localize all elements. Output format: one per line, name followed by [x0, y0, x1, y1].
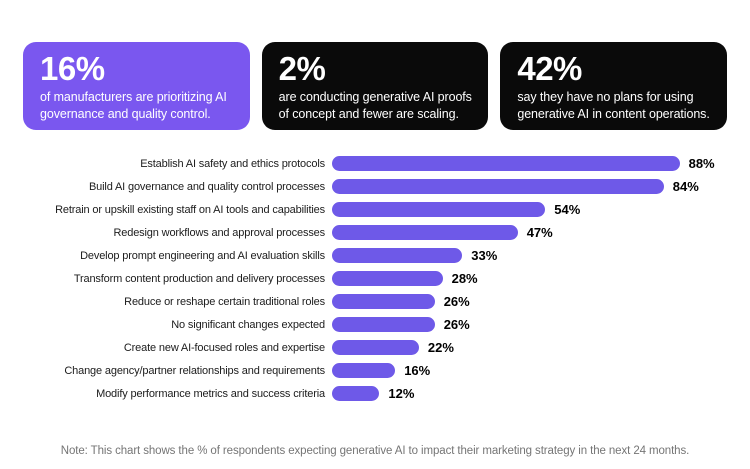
category-label: No significant changes expected [171, 318, 325, 331]
value-label: 47% [526, 225, 553, 240]
bar-track: 16% [332, 363, 430, 378]
bar-track: 28% [332, 271, 478, 286]
bar-track: 54% [332, 202, 580, 217]
value-label: 28% [451, 271, 478, 286]
stat-card-proofs-of-concept: 2% are conducting generative AI proofs o… [261, 42, 489, 130]
bar-track: 26% [332, 317, 470, 332]
bar-track: 12% [332, 386, 414, 401]
value-label: 54% [554, 202, 581, 217]
horizontal-bar-chart: Establish AI safety and ethics protocols… [0, 152, 750, 405]
chart-row: No significant changes expected 26% [0, 313, 750, 336]
stat-description-line: generative AI in content operations. [517, 107, 710, 121]
category-label: Retrain or upskill existing staff on AI … [55, 203, 325, 216]
bar [332, 340, 419, 355]
bar [332, 202, 546, 217]
stat-description: are conducting generative AI proofs of c… [279, 89, 481, 123]
chart-footnote: Note: This chart shows the % of responde… [60, 445, 690, 457]
bar [332, 317, 435, 332]
category-label: Reduce or reshape certain traditional ro… [124, 295, 325, 308]
stat-cards-row: 16% of manufacturers are prioritizing AI… [0, 0, 750, 130]
value-label: 33% [471, 248, 498, 263]
category-label: Change agency/partner relationships and … [64, 364, 325, 377]
stat-description-line: governance and quality control. [40, 107, 211, 121]
category-label: Modify performance metrics and success c… [96, 387, 325, 400]
stat-description-line: of manufacturers are prioritizing AI [40, 90, 227, 104]
bar-track: 47% [332, 225, 553, 240]
bar [332, 179, 664, 194]
stat-value: 42% [517, 50, 582, 87]
bar [332, 271, 443, 286]
value-label: 84% [672, 179, 699, 194]
chart-row: Change agency/partner relationships and … [0, 359, 750, 382]
chart-rows: Establish AI safety and ethics protocols… [0, 152, 750, 405]
value-label: 22% [427, 340, 454, 355]
bar-track: 88% [332, 156, 715, 171]
category-label: Create new AI-focused roles and expertis… [123, 341, 325, 354]
category-label: Establish AI safety and ethics protocols [140, 157, 325, 170]
stat-description-line: say they have no plans for using [517, 90, 694, 104]
chart-row: Develop prompt engineering and AI evalua… [0, 244, 750, 267]
bar-track: 84% [332, 179, 699, 194]
category-label: Develop prompt engineering and AI evalua… [80, 249, 325, 262]
bar [332, 294, 435, 309]
bar-track: 22% [332, 340, 454, 355]
category-label: Transform content production and deliver… [73, 272, 325, 285]
stat-description-line: of concept and fewer are scaling. [278, 107, 459, 121]
chart-row: Redesign workflows and approval processe… [0, 221, 750, 244]
stat-card-governance: 16% of manufacturers are prioritizing AI… [23, 42, 250, 130]
chart-row: Build AI governance and quality control … [0, 175, 750, 198]
stat-description: of manufacturers are prioritizing AI gov… [40, 89, 242, 123]
chart-row: Establish AI safety and ethics protocols… [0, 152, 750, 175]
stat-description: say they have no plans for using generat… [517, 89, 719, 123]
value-label: 26% [443, 317, 470, 332]
chart-row: Modify performance metrics and success c… [0, 382, 750, 405]
chart-row: Create new AI-focused roles and expertis… [0, 336, 750, 359]
chart-row: Transform content production and deliver… [0, 267, 750, 290]
bar [332, 386, 380, 401]
category-label: Redesign workflows and approval processe… [113, 226, 325, 239]
bar [332, 156, 680, 171]
stat-description-line: are conducting generative AI proofs [278, 90, 472, 104]
stat-card-no-plans: 42% say they have no plans for using gen… [500, 42, 728, 130]
value-label: 88% [688, 156, 715, 171]
chart-row: Retrain or upskill existing staff on AI … [0, 198, 750, 221]
stat-value: 2% [278, 50, 326, 87]
category-label: Build AI governance and quality control … [88, 180, 325, 193]
bar-track: 26% [332, 294, 470, 309]
value-label: 26% [443, 294, 470, 309]
bar [332, 225, 518, 240]
chart-row: Reduce or reshape certain traditional ro… [0, 290, 750, 313]
stat-value: 16% [40, 50, 105, 87]
value-label: 12% [388, 386, 415, 401]
bar-track: 33% [332, 248, 497, 263]
bar [332, 248, 463, 263]
bar [332, 363, 396, 378]
value-label: 16% [404, 363, 431, 378]
